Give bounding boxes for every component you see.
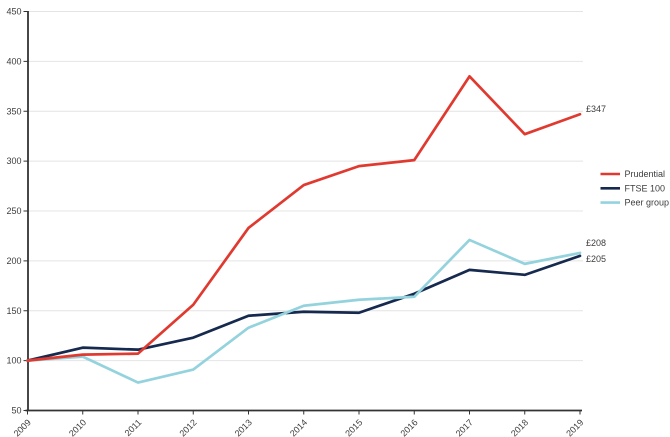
y-axis-label: 100: [6, 356, 21, 366]
series-end-label: £208: [586, 238, 606, 248]
x-axis-label: 2009: [12, 417, 33, 437]
x-axis-label: 2013: [233, 417, 254, 437]
x-axis-label: 2016: [398, 417, 419, 437]
y-axis-label: 450: [6, 7, 21, 17]
legend-label: Peer group: [625, 198, 670, 208]
x-axis-label: 2014: [288, 417, 309, 437]
legend-label: Prudential: [625, 169, 666, 179]
x-axis-label: 2010: [67, 417, 88, 437]
x-axis-label: 2017: [454, 417, 475, 437]
x-axis-label: 2015: [343, 417, 364, 437]
series-end-label: £347: [586, 104, 606, 114]
x-axis-label: 2011: [123, 417, 144, 437]
series-line-prudential: [26, 74, 582, 362]
y-axis-label: 350: [6, 106, 21, 116]
legend-label: FTSE 100: [625, 183, 666, 193]
series-line-peer-group: [26, 238, 582, 384]
y-axis-label: 150: [6, 306, 21, 316]
y-axis-label: 250: [6, 206, 21, 216]
y-axis-label: 400: [6, 56, 21, 66]
series-end-label: £205: [586, 254, 606, 264]
x-axis-label: 2018: [509, 417, 530, 437]
y-axis-label: 50: [11, 406, 21, 416]
x-axis-label: 2012: [177, 417, 198, 437]
y-axis-label: 300: [6, 156, 21, 166]
series-line-ftse-100: [26, 254, 582, 362]
x-axis-label: 2019: [564, 417, 585, 437]
y-axis-label: 200: [6, 256, 21, 266]
